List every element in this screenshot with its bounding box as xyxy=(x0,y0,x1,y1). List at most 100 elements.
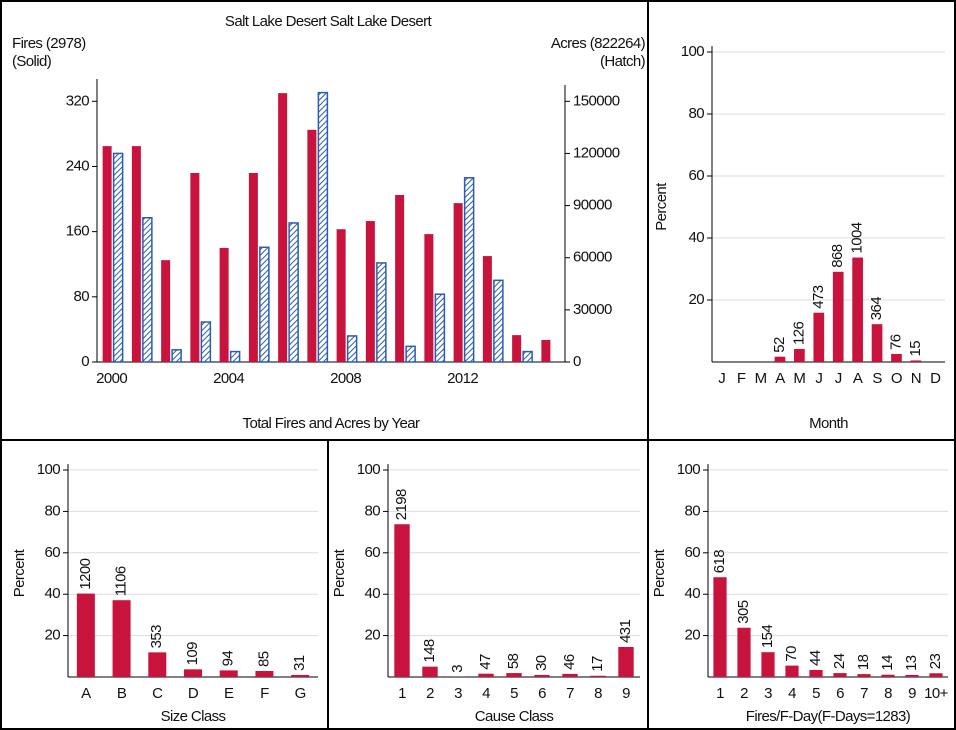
count-label: 31 xyxy=(291,655,308,671)
x-tick-label: 6 xyxy=(538,685,546,702)
count-label: 52 xyxy=(771,337,788,353)
bar xyxy=(219,247,229,362)
count-label: 868 xyxy=(829,244,846,267)
bar xyxy=(871,324,883,362)
y2-tick-label: 0 xyxy=(573,353,581,370)
x-tick-label: 3 xyxy=(764,685,772,702)
y-tick-label: 60 xyxy=(365,544,381,561)
y-tick-label: 20 xyxy=(689,291,705,308)
x-tick-label: J xyxy=(718,370,725,387)
bar xyxy=(482,256,492,362)
x-tick-label: 9 xyxy=(908,685,916,702)
bar xyxy=(737,627,751,677)
y2-tick-label: 120000 xyxy=(573,144,620,161)
x-tick-label: S xyxy=(872,370,882,387)
y-tick-label: 40 xyxy=(689,229,705,246)
bar xyxy=(905,674,919,677)
x-tick-label: 9 xyxy=(622,685,630,702)
y2-tick-label: 30000 xyxy=(573,301,612,318)
y-axis-label: Percent xyxy=(331,548,348,597)
count-label: 2198 xyxy=(393,489,410,520)
count-label: 618 xyxy=(711,550,728,573)
y-axis-label: Percent xyxy=(653,182,670,231)
x-tick-label: J xyxy=(835,370,842,387)
x-tick-label: 7 xyxy=(566,685,574,702)
x-tick-label: M xyxy=(755,370,767,387)
y-tick-label: 20 xyxy=(45,627,61,644)
x-tick-label: N xyxy=(911,370,921,387)
y-tick-label: 80 xyxy=(74,288,90,305)
bar xyxy=(148,652,167,677)
x-tick-label: 1 xyxy=(398,685,406,702)
bar xyxy=(910,360,922,362)
bar xyxy=(365,221,375,362)
x-tick-label: J xyxy=(815,370,822,387)
bar xyxy=(761,652,775,677)
x-axis-label: Total Fires and Acres by Year xyxy=(243,415,420,432)
y-tick-label: 100 xyxy=(357,461,380,478)
y-tick-label: 60 xyxy=(45,544,61,561)
x-tick-label: 2 xyxy=(740,685,748,702)
x-tick-label: 5 xyxy=(812,685,820,702)
count-label: 13 xyxy=(903,655,920,671)
bar xyxy=(534,674,550,677)
bar xyxy=(713,577,727,677)
y-tick-label: 80 xyxy=(685,502,701,519)
bar xyxy=(142,216,153,363)
x-tick-label: F xyxy=(737,370,746,387)
y-tick-label: 40 xyxy=(45,585,61,602)
bar xyxy=(131,146,141,362)
x-tick-label: O xyxy=(891,370,902,387)
count-label: 109 xyxy=(184,642,201,665)
count-label: 154 xyxy=(759,625,776,648)
bar xyxy=(317,91,329,363)
count-label: 76 xyxy=(887,334,904,350)
y-tick-label: 60 xyxy=(689,167,705,184)
count-label: 47 xyxy=(477,654,494,670)
count-label: 58 xyxy=(505,653,522,669)
bar xyxy=(785,665,799,677)
count-label: 15 xyxy=(907,341,924,357)
bar xyxy=(395,194,405,362)
bar xyxy=(852,257,863,362)
y-axis-label: Percent xyxy=(651,548,668,597)
count-label: 431 xyxy=(617,620,634,643)
count-label: 305 xyxy=(735,600,752,623)
x-tick-label: A xyxy=(775,370,785,387)
bar xyxy=(424,234,434,362)
x-tick-label: 4 xyxy=(482,685,490,702)
y-tick-label: 40 xyxy=(685,585,701,602)
x-tick-label: 4 xyxy=(788,685,796,702)
x-tick-label: 6 xyxy=(836,685,844,702)
count-label: 94 xyxy=(220,651,237,667)
y-tick-label: 100 xyxy=(677,461,700,478)
y-tick-label: 80 xyxy=(45,502,61,519)
bar xyxy=(478,673,494,677)
x-tick-label: 5 xyxy=(510,685,518,702)
count-label: 23 xyxy=(927,654,944,670)
y2-tick-label: 90000 xyxy=(573,197,612,214)
x-tick-label: C xyxy=(152,685,163,702)
bar xyxy=(562,673,578,677)
x-tick-label: F xyxy=(260,685,269,702)
bar xyxy=(453,203,463,362)
bar xyxy=(307,129,317,362)
bar xyxy=(288,222,299,363)
count-label: 18 xyxy=(855,654,872,670)
bar xyxy=(76,593,95,677)
bar xyxy=(376,262,387,363)
bar xyxy=(891,353,902,362)
x-tick-label: 2004 xyxy=(213,370,244,387)
bar xyxy=(493,279,504,363)
x-axis-label: Month xyxy=(809,415,848,432)
bar xyxy=(248,172,258,362)
bar xyxy=(112,152,124,363)
count-label: 473 xyxy=(810,285,827,308)
y-tick-label: 240 xyxy=(66,157,89,174)
x-tick-label: A xyxy=(853,370,863,387)
y2-tick-label: 60000 xyxy=(573,249,612,266)
bar xyxy=(190,172,200,362)
x-tick-label: D xyxy=(188,685,199,702)
count-label: 1200 xyxy=(77,558,94,589)
